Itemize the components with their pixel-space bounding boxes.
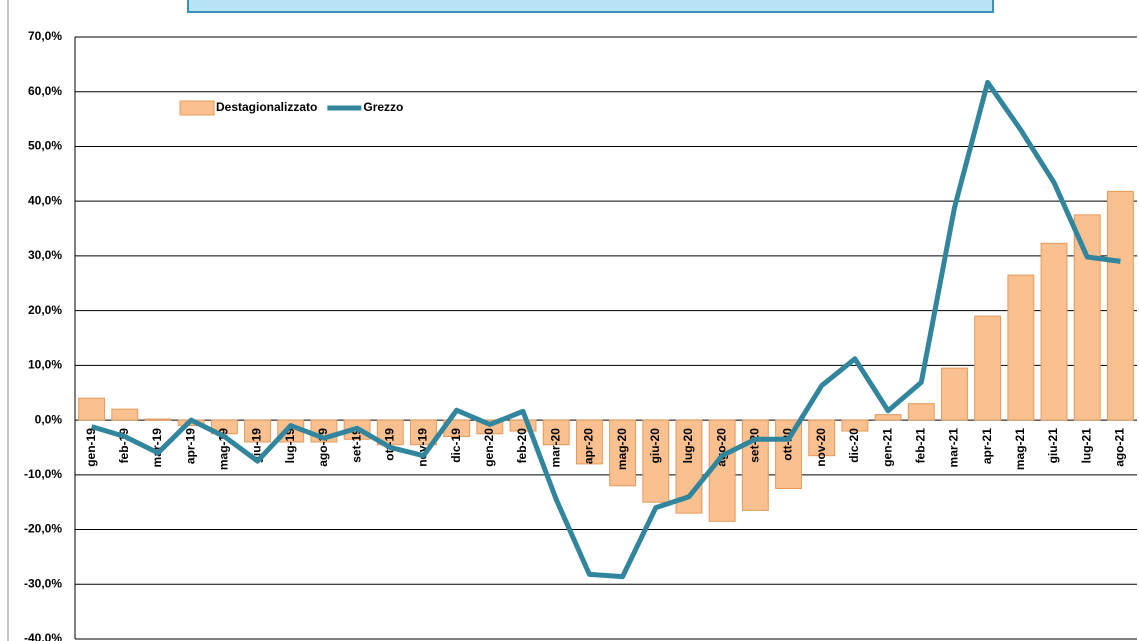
y-tick-label: 60,0% [28, 84, 62, 98]
legend-label: Destagionalizzato [216, 100, 317, 114]
bar [244, 419, 271, 443]
bar [575, 419, 603, 465]
x-tick-label: mar-19 [150, 428, 164, 468]
bar [874, 414, 902, 421]
bar [78, 397, 106, 421]
bar [111, 408, 139, 421]
bar [941, 367, 968, 421]
legend-swatch [179, 100, 215, 116]
x-tick-label: apr-21 [980, 428, 994, 464]
x-tick-label: apr-20 [582, 428, 596, 464]
bar [1106, 190, 1134, 421]
x-tick-label: lug-19 [283, 428, 297, 464]
chart-frame [7, 0, 1139, 641]
x-tick-label: mag-21 [1013, 428, 1027, 470]
bar [741, 419, 769, 511]
line [90, 79, 1121, 580]
bar [907, 403, 935, 421]
x-tick-label: feb-21 [913, 428, 927, 464]
y-tick-label: 40,0% [28, 193, 62, 207]
bar [708, 419, 736, 522]
bar [1007, 274, 1035, 421]
y-tick-label: 20,0% [28, 303, 62, 317]
bar [1040, 242, 1068, 421]
x-tick-label: mar-20 [548, 428, 562, 468]
y-tick-label: 10,0% [28, 358, 62, 372]
x-tick-label: set-19 [349, 428, 363, 463]
x-tick-label: lug-20 [681, 428, 695, 464]
x-tick-label: apr-19 [183, 428, 197, 464]
x-tick-label: giu-20 [648, 428, 662, 464]
y-tick-label: -10,0% [24, 467, 62, 481]
legend-label: Grezzo [363, 100, 403, 114]
x-tick-label: gen-21 [880, 428, 894, 467]
x-tick-label: giu-19 [250, 428, 264, 464]
y-tick-label: -40,0% [24, 631, 62, 641]
x-tick-label: giu-21 [1046, 428, 1060, 464]
bar [642, 419, 670, 503]
bar [509, 419, 537, 432]
bar [841, 419, 869, 432]
y-tick-label: 0,0% [35, 412, 63, 426]
y-tick-label: -30,0% [24, 576, 62, 590]
x-tick-label: nov-20 [814, 428, 828, 467]
x-tick-label: dic-19 [449, 428, 463, 463]
bar [775, 419, 802, 489]
bar [1073, 214, 1101, 421]
x-tick-label: gen-20 [482, 428, 496, 467]
bar [609, 419, 637, 487]
x-tick-label: set-20 [748, 428, 762, 463]
bar [808, 419, 836, 457]
x-tick-label: ago-21 [1113, 428, 1127, 467]
bar [974, 315, 1002, 421]
bar [144, 418, 172, 421]
x-tick-label: mag-20 [615, 428, 629, 470]
bar [542, 419, 570, 446]
x-tick-label: feb-20 [515, 428, 529, 464]
y-tick-label: 50,0% [28, 139, 62, 153]
y-tick-label: -20,0% [24, 522, 62, 536]
x-tick-label: lug-21 [1079, 428, 1093, 464]
y-tick-label: 30,0% [28, 248, 62, 262]
x-tick-label: dic-20 [847, 428, 861, 463]
title-box [187, 0, 994, 13]
y-tick-label: 70,0% [28, 29, 62, 43]
x-tick-label: mar-21 [947, 428, 961, 468]
x-tick-label: gen-19 [84, 428, 98, 467]
